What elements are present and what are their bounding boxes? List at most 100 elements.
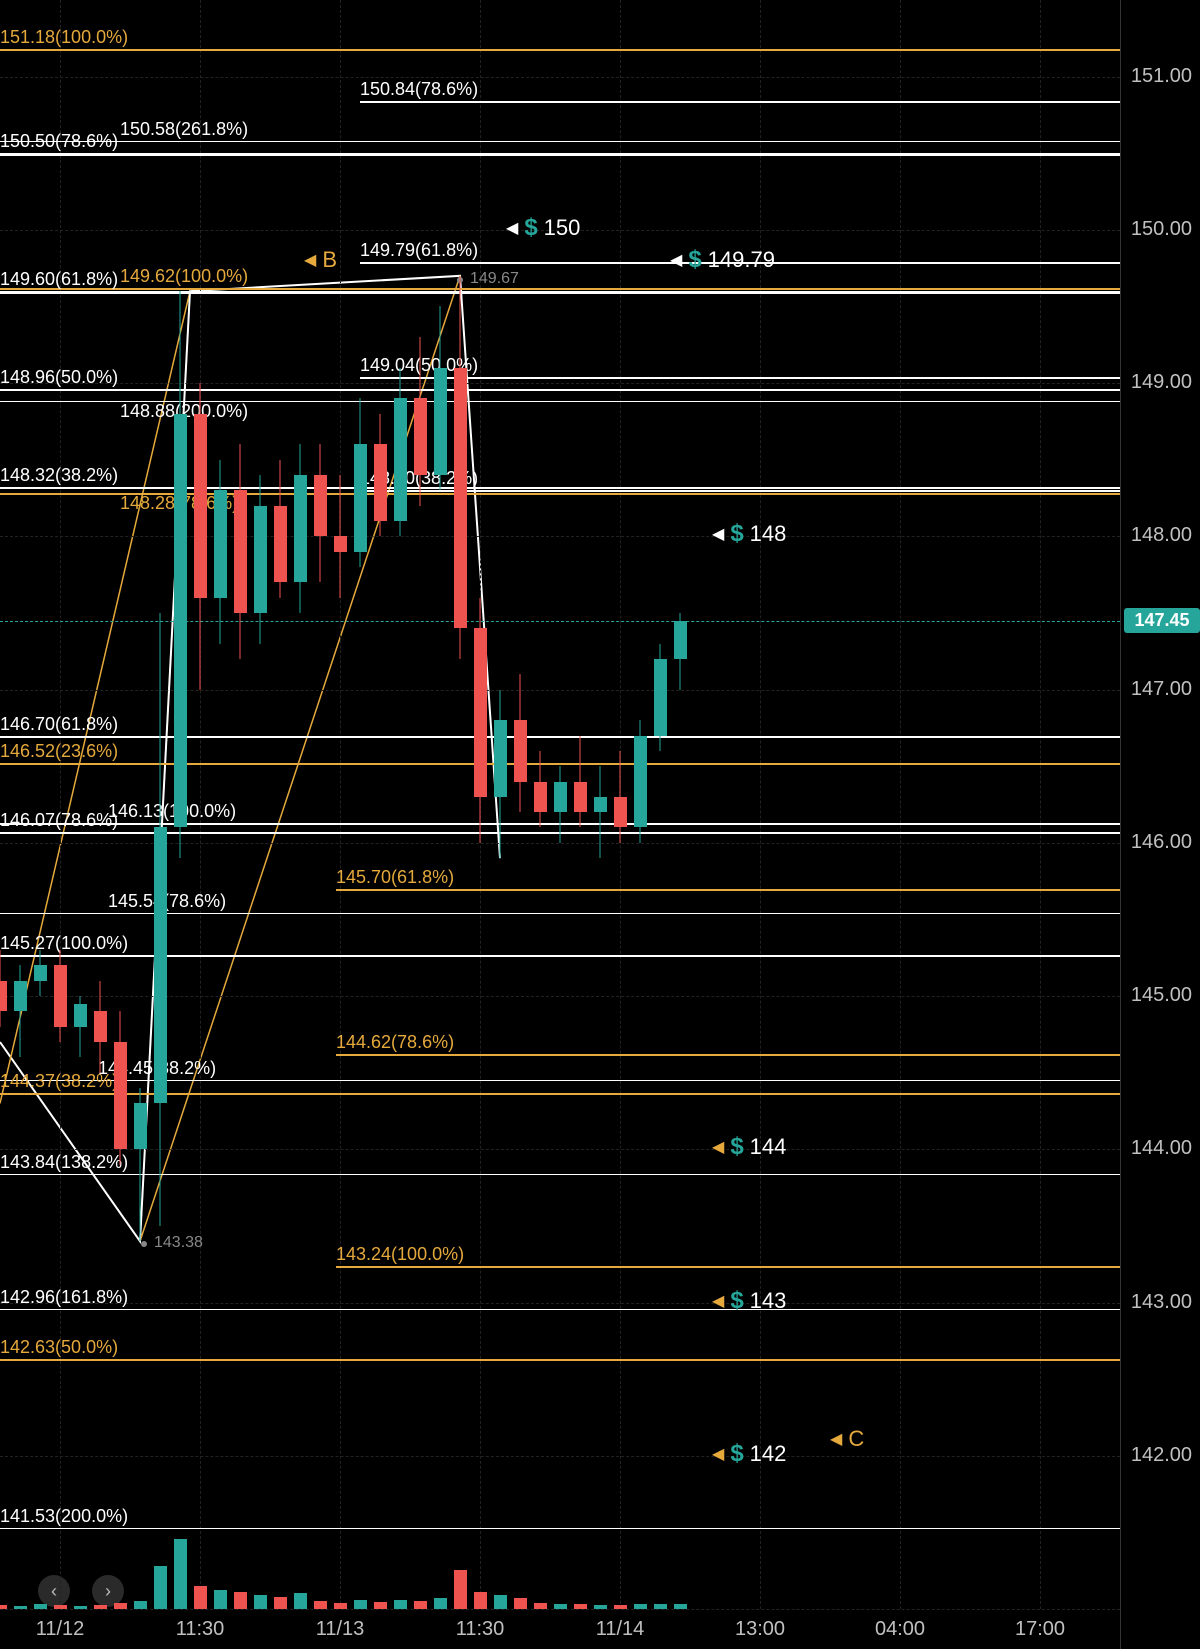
candle[interactable] bbox=[674, 0, 687, 1609]
candle-wick bbox=[600, 766, 601, 858]
candle[interactable] bbox=[474, 0, 487, 1609]
y-axis-tick: 143.00 bbox=[1131, 1291, 1192, 1314]
candle-body bbox=[414, 398, 427, 475]
wave-letter: C bbox=[848, 1426, 864, 1452]
candle[interactable] bbox=[94, 0, 107, 1609]
candle[interactable] bbox=[634, 0, 647, 1609]
candle-body bbox=[194, 414, 207, 598]
candle[interactable] bbox=[334, 0, 347, 1609]
x-axis-tick: 11:30 bbox=[176, 1618, 225, 1641]
volume-bar bbox=[534, 1603, 547, 1609]
volume-bar bbox=[314, 1601, 327, 1609]
volume-bar bbox=[394, 1600, 407, 1609]
candle[interactable] bbox=[454, 0, 467, 1609]
candle[interactable] bbox=[494, 0, 507, 1609]
candle[interactable] bbox=[194, 0, 207, 1609]
candle-body bbox=[634, 736, 647, 828]
volume-bar bbox=[254, 1595, 267, 1609]
volume-bar bbox=[674, 1604, 687, 1609]
candle[interactable] bbox=[74, 0, 87, 1609]
candle[interactable] bbox=[434, 0, 447, 1609]
candle[interactable] bbox=[274, 0, 287, 1609]
triangle-left-icon: ◀ bbox=[712, 1444, 724, 1464]
volume-bar bbox=[274, 1597, 287, 1609]
candle-body bbox=[354, 444, 367, 551]
candle-body bbox=[654, 659, 667, 736]
candle[interactable] bbox=[154, 0, 167, 1609]
volume-bar bbox=[294, 1593, 307, 1609]
volume-bar bbox=[234, 1592, 247, 1609]
y-axis-tick: 142.00 bbox=[1131, 1444, 1192, 1467]
alert-value: 149.79 bbox=[708, 247, 775, 273]
x-axis-tick: 04:00 bbox=[875, 1618, 925, 1641]
candle[interactable] bbox=[234, 0, 247, 1609]
volume-bar bbox=[74, 1606, 87, 1609]
price-alert[interactable]: ◀$143 bbox=[712, 1287, 786, 1315]
volume-bar bbox=[114, 1603, 127, 1609]
candle-body bbox=[474, 628, 487, 797]
x-axis-tick: 11:30 bbox=[456, 1618, 505, 1641]
price-alert[interactable]: ◀$148 bbox=[712, 520, 786, 548]
volume-bar bbox=[0, 1605, 7, 1609]
candle[interactable] bbox=[554, 0, 567, 1609]
candle[interactable] bbox=[214, 0, 227, 1609]
y-axis-tick: 145.00 bbox=[1131, 984, 1192, 1007]
volume-bar bbox=[194, 1586, 207, 1609]
candle-body bbox=[394, 398, 407, 521]
wave-label: ◀C bbox=[830, 1426, 864, 1452]
dollar-icon: $ bbox=[730, 1440, 743, 1468]
candle[interactable] bbox=[134, 0, 147, 1609]
price-alert[interactable]: ◀ $142 bbox=[712, 1440, 786, 1468]
y-axis-tick: 144.00 bbox=[1131, 1137, 1192, 1160]
candle[interactable] bbox=[594, 0, 607, 1609]
candle[interactable] bbox=[34, 0, 47, 1609]
volume-bar bbox=[94, 1605, 107, 1609]
price-axis: 151.00150.00149.00148.00147.00146.00145.… bbox=[1120, 0, 1200, 1649]
volume-bar bbox=[594, 1605, 607, 1609]
chart-container[interactable]: 151.00150.00149.00148.00147.00146.00145.… bbox=[0, 0, 1200, 1649]
volume-bar bbox=[134, 1601, 147, 1609]
candle[interactable] bbox=[414, 0, 427, 1609]
candle[interactable] bbox=[314, 0, 327, 1609]
y-axis-tick: 148.00 bbox=[1131, 524, 1192, 547]
candle[interactable] bbox=[14, 0, 27, 1609]
time-axis: 11/1211:3011/1311:3011/1413:0004:0017:00 bbox=[0, 1609, 1120, 1649]
triangle-left-icon: ◀ bbox=[712, 1291, 724, 1311]
alert-value: 144 bbox=[750, 1134, 787, 1160]
candle[interactable] bbox=[614, 0, 627, 1609]
candle[interactable] bbox=[374, 0, 387, 1609]
triangle-left-icon: ◀ bbox=[712, 524, 724, 544]
alert-value: 142 bbox=[750, 1441, 787, 1467]
candle[interactable] bbox=[354, 0, 367, 1609]
candle-body bbox=[254, 506, 267, 613]
y-axis-tick: 150.00 bbox=[1131, 218, 1192, 241]
volume-bar bbox=[174, 1539, 187, 1609]
grid-v bbox=[900, 0, 901, 1609]
candle[interactable] bbox=[254, 0, 267, 1609]
candle-body bbox=[294, 475, 307, 582]
candle[interactable] bbox=[114, 0, 127, 1609]
dollar-icon: $ bbox=[730, 520, 743, 548]
candle[interactable] bbox=[574, 0, 587, 1609]
candle[interactable] bbox=[514, 0, 527, 1609]
candle[interactable] bbox=[654, 0, 667, 1609]
volume-bar bbox=[654, 1604, 667, 1609]
y-axis-tick: 147.00 bbox=[1131, 678, 1192, 701]
volume-bar bbox=[614, 1605, 627, 1609]
grid-h bbox=[0, 1609, 1120, 1610]
candle[interactable] bbox=[294, 0, 307, 1609]
candle-body bbox=[154, 827, 167, 1103]
candle-body bbox=[574, 782, 587, 813]
x-axis-tick: 11/12 bbox=[36, 1618, 85, 1641]
candle[interactable] bbox=[54, 0, 67, 1609]
candle-body bbox=[234, 490, 247, 613]
grid-v bbox=[760, 0, 761, 1609]
y-axis-tick: 149.00 bbox=[1131, 371, 1192, 394]
candle[interactable] bbox=[0, 0, 7, 1609]
x-axis-tick: 11/13 bbox=[316, 1618, 365, 1641]
candle[interactable] bbox=[394, 0, 407, 1609]
grid-v bbox=[1040, 0, 1041, 1609]
price-alert[interactable]: ◀$144 bbox=[712, 1133, 786, 1161]
candle[interactable] bbox=[534, 0, 547, 1609]
candle[interactable] bbox=[174, 0, 187, 1609]
